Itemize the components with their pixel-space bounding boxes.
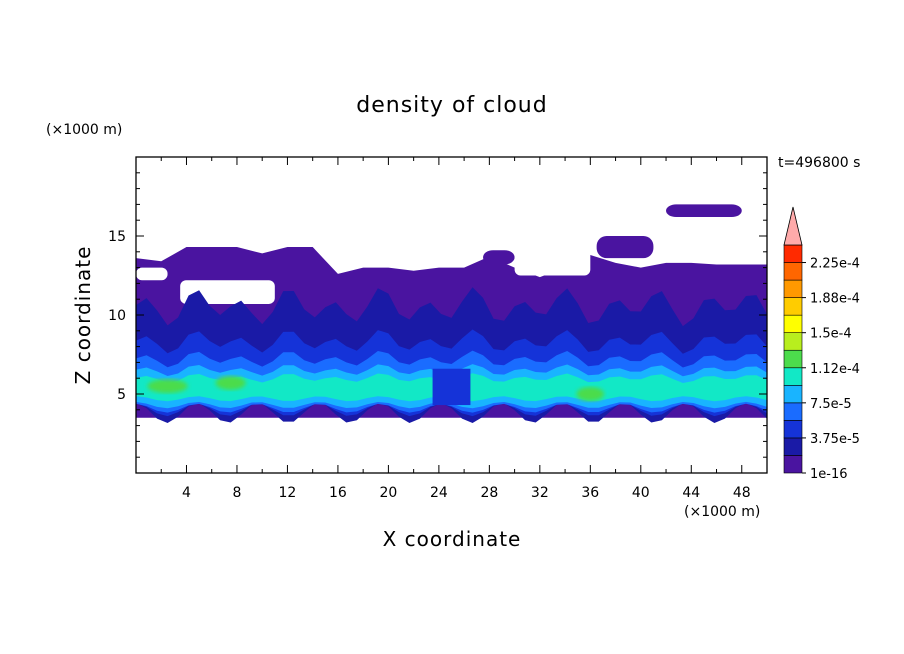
clear-gap	[136, 267, 168, 281]
x-tick-label: 20	[379, 485, 397, 501]
y-tick-label: 10	[108, 308, 126, 324]
x-tick-label: 16	[329, 485, 347, 501]
x-tick-label: 44	[682, 485, 700, 501]
density-max	[576, 387, 605, 401]
clear-gap	[514, 243, 591, 276]
colorbar-step	[783, 437, 803, 456]
x-tick-label: 36	[581, 485, 599, 501]
x-tick-label: 40	[632, 485, 650, 501]
colorbar-step	[783, 420, 803, 439]
colorbar-label: 1.5e-4	[810, 327, 852, 342]
colorbar-label: 1e-16	[810, 467, 848, 482]
colorbar-label: 3.75e-5	[810, 432, 860, 447]
cloud-patch	[483, 250, 515, 265]
chart-title: density of cloud	[356, 93, 547, 118]
colorbar-label: 2.25e-4	[810, 257, 860, 272]
y-unit-label: (×1000 m)	[46, 122, 122, 138]
colorbar-label: 7.5e-5	[810, 397, 852, 412]
colorbar-step	[783, 455, 803, 474]
cloud-patch	[596, 236, 654, 259]
colorbar-step	[783, 262, 803, 281]
x-tick-label: 8	[232, 485, 241, 501]
colorbar-label: 1.88e-4	[810, 292, 860, 307]
density-field	[136, 204, 767, 424]
colorbar-step	[783, 244, 803, 263]
x-axis-label: X coordinate	[383, 527, 522, 551]
y-axis-label: Z coordinate	[71, 246, 95, 385]
colorbar-step	[783, 349, 803, 369]
time-label: t=496800 s	[778, 155, 860, 171]
y-axis: 5 10 15	[108, 172, 767, 458]
colorbar-step	[783, 314, 803, 333]
x-tick-label: 32	[531, 485, 549, 501]
colorbar-step	[783, 297, 803, 316]
x-axis: 4 8 12 16 20 24 28 32 36 40 44 48	[160, 157, 751, 501]
x-unit-label: (×1000 m)	[684, 504, 760, 520]
colorbar-label: 1.12e-4	[810, 362, 860, 377]
colorbar-step	[783, 367, 803, 386]
colorbar-step	[783, 279, 803, 298]
density-max	[215, 375, 246, 390]
colorbar: 1e-16 3.75e-5 7.5e-5 1.12e-4 1.5e-4 1.88e-4 2.…	[783, 206, 860, 482]
cloud-patch	[666, 204, 742, 218]
x-tick-label: 28	[480, 485, 498, 501]
colorbar-step	[783, 332, 803, 351]
y-tick-label: 5	[117, 387, 126, 403]
x-tick-label: 48	[733, 485, 751, 501]
y-tick-label: 15	[108, 229, 126, 245]
x-tick-label: 24	[430, 485, 448, 501]
colorbar-step	[783, 385, 803, 404]
colorbar-overflow-arrow	[783, 206, 803, 246]
density-max	[147, 379, 188, 394]
core-gap	[432, 368, 471, 406]
x-tick-label: 12	[279, 485, 297, 501]
colorbar-step	[783, 402, 803, 421]
x-tick-label: 4	[182, 485, 191, 501]
